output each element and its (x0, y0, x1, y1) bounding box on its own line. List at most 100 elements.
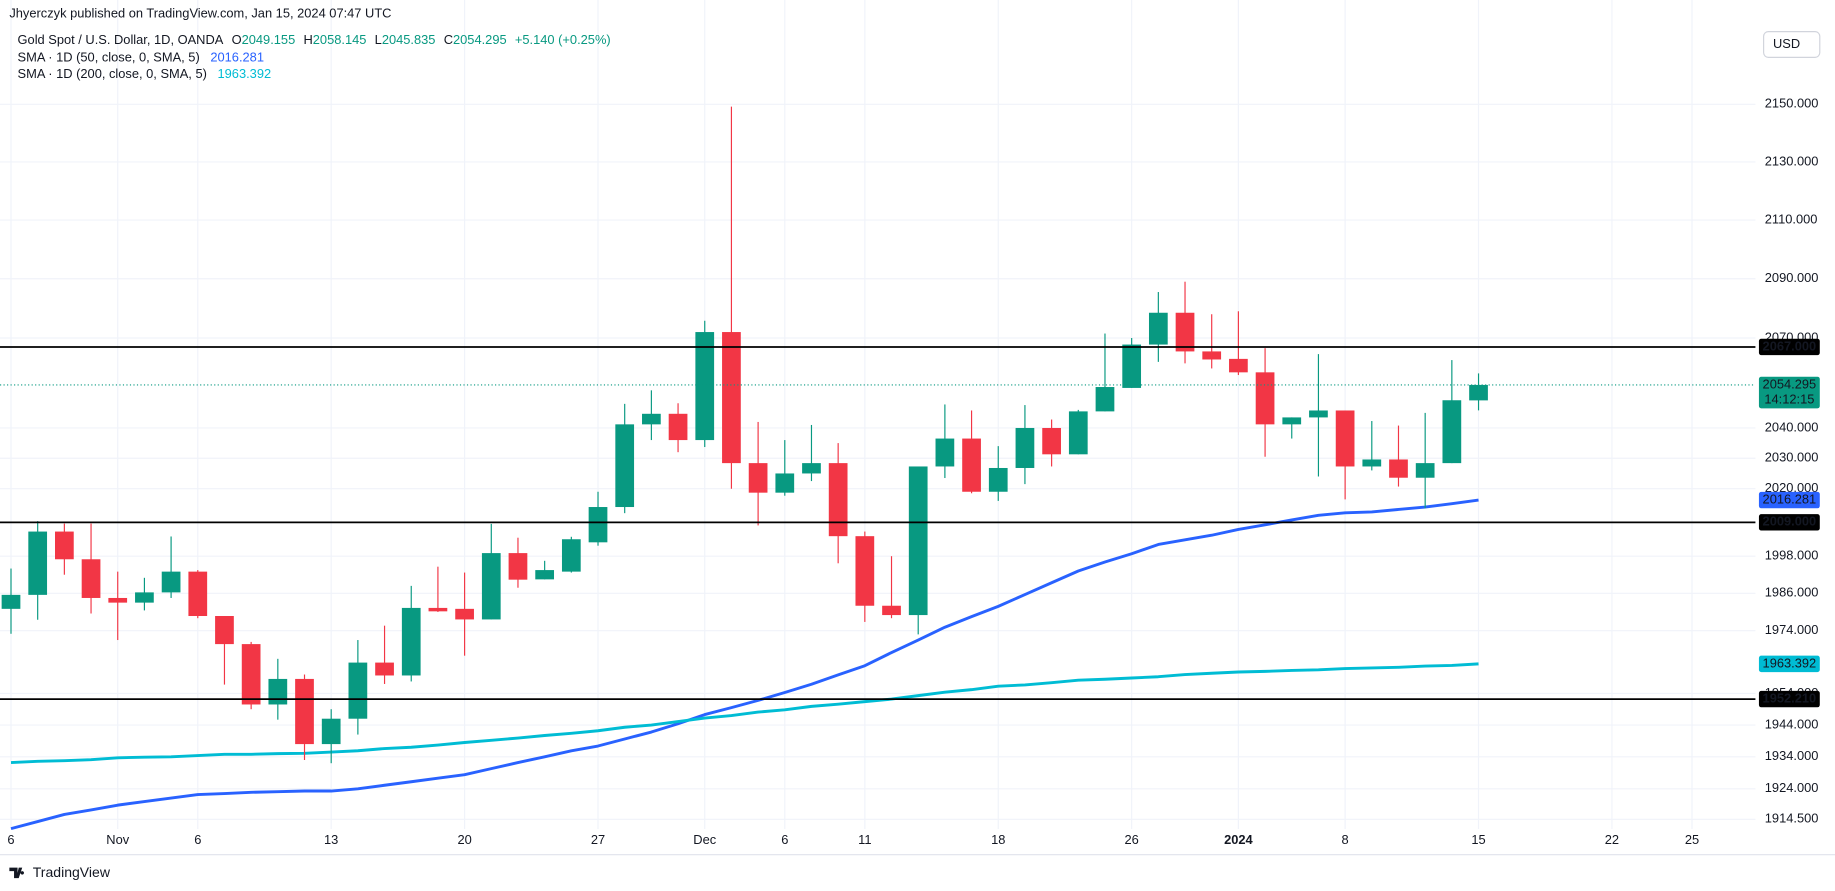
sma-line (10, 498, 1479, 831)
candle-body (1362, 459, 1382, 467)
ohlc-letter: C (444, 32, 453, 47)
sma-legend: SMA · 1D (200, close, 0, SMA, 5) 1963.39… (18, 66, 272, 81)
last-price-label: 2054.295 (1763, 376, 1817, 391)
x-tick-label: 13 (324, 832, 338, 847)
candle-body (1255, 372, 1275, 425)
candle-body (1148, 312, 1168, 345)
candle-body (135, 592, 154, 603)
candle-body (348, 662, 368, 719)
brand-logo (9, 867, 24, 879)
x-tick-label: 2024 (1224, 832, 1253, 847)
candle-body (1229, 358, 1248, 373)
currency-button[interactable] (1763, 31, 1821, 58)
candle-body (321, 718, 341, 745)
sma-value-label: 1963.392 (1763, 655, 1817, 670)
candle-body (535, 570, 555, 580)
x-tick-label: 11 (858, 832, 871, 847)
sma-value-label: 2016.281 (1763, 491, 1817, 506)
countdown-label: 14:12:15 (1764, 392, 1814, 407)
candle-body (295, 678, 314, 745)
candle-body (1335, 410, 1355, 467)
last-price-box (1758, 376, 1820, 409)
y-tick-label: 2110.000 (1765, 211, 1818, 226)
price-labels: 2067.000 2009.000 1952.210 2054.29514:12:15… (1758, 338, 1820, 708)
y-tick-label: 1924.000 (1765, 780, 1819, 795)
candle-body (1389, 459, 1408, 478)
y-tick-label: 2090.000 (1765, 270, 1819, 285)
candle-body (1469, 384, 1488, 401)
x-tick-label: 8 (1342, 832, 1349, 847)
ohlc-value: 2049.155 (242, 32, 296, 47)
level-label-box (1758, 338, 1820, 356)
y-tick-label: 2030.000 (1765, 450, 1819, 465)
sma-value-box (1758, 655, 1820, 673)
ohlc-value: 2054.295 (453, 32, 507, 47)
x-tick-label: 6 (781, 832, 788, 847)
candle-body (1415, 463, 1435, 478)
candle-body (1095, 387, 1115, 412)
ohlc-letter: L (375, 32, 382, 47)
level-label: 2067.000 (1763, 338, 1817, 353)
candle-body (828, 463, 848, 537)
candle-body (508, 553, 528, 580)
candle-body (962, 438, 981, 492)
y-tick-label: 1944.000 (1765, 716, 1819, 731)
candle-body (1122, 344, 1142, 388)
candle-body (695, 332, 715, 441)
candle-body (935, 438, 955, 467)
grid: 1914.5001924.0001934.0001944.0001954.000… (0, 0, 1835, 856)
level-label: 2009.000 (1763, 514, 1817, 529)
candle-body (561, 539, 581, 572)
legend-name: SMA · 1D (50, close, 0, SMA, 5) (18, 50, 200, 65)
candle-body (241, 644, 261, 705)
level-label-box (1758, 690, 1820, 708)
x-tick-label: 20 (457, 832, 471, 847)
candle-body (1068, 411, 1088, 455)
candle-body (268, 678, 288, 705)
change: +5.140 (+0.25%) (515, 32, 611, 47)
symbol-legend: Gold Spot / U.S. Dollar, 1D, OANDA O2049… (18, 32, 611, 47)
level-label-box (1758, 514, 1820, 531)
legend-name: SMA · 1D (200, close, 0, SMA, 5) (18, 66, 207, 81)
y-tick-label: 1974.000 (1765, 622, 1819, 637)
candle-body (1015, 427, 1035, 468)
sma-legend: SMA · 1D (50, close, 0, SMA, 5) 2016.281 (18, 50, 264, 65)
candle-body (1042, 427, 1061, 455)
candle-body (215, 616, 234, 645)
x-tick-label: 22 (1605, 832, 1619, 847)
x-tick-label: 15 (1471, 832, 1485, 847)
candle-body (28, 531, 48, 595)
x-tick-label: Nov (106, 832, 129, 847)
x-tick-label: 6 (7, 832, 14, 847)
legend-value: 1963.392 (217, 66, 271, 81)
ohlc-value: 2058.145 (313, 32, 367, 47)
y-tick-label: 1998.000 (1765, 548, 1819, 563)
y-tick-label: 1986.000 (1765, 585, 1819, 600)
candle-body (428, 607, 448, 612)
ohlc-letter: O (232, 32, 242, 47)
candle-body (775, 473, 795, 493)
level-label: 1952.210 (1763, 690, 1817, 705)
candle-body (908, 466, 928, 616)
y-tick-label: 2150.000 (1765, 96, 1819, 111)
currency-label[interactable]: USD (1773, 36, 1800, 51)
y-tick-label: 2040.000 (1765, 419, 1819, 434)
ohlc-value: 2045.835 (382, 32, 436, 47)
candle-body (401, 607, 421, 676)
candle-body (1442, 400, 1462, 464)
candle-body (188, 571, 208, 617)
x-tick-label: 26 (1125, 832, 1139, 847)
candle-body (1, 594, 21, 609)
candle-body (1202, 351, 1222, 360)
y-tick-label: 1934.000 (1765, 748, 1819, 763)
candle-body (481, 553, 501, 620)
candle-body (161, 571, 181, 593)
y-tick-label: 2020.000 (1765, 480, 1819, 495)
symbol-title: Gold Spot / U.S. Dollar, 1D, OANDA (18, 32, 224, 47)
candle-body (1309, 410, 1328, 418)
candle-body (108, 597, 128, 603)
x-tick-label: 27 (591, 832, 605, 847)
candle-body (748, 463, 768, 493)
